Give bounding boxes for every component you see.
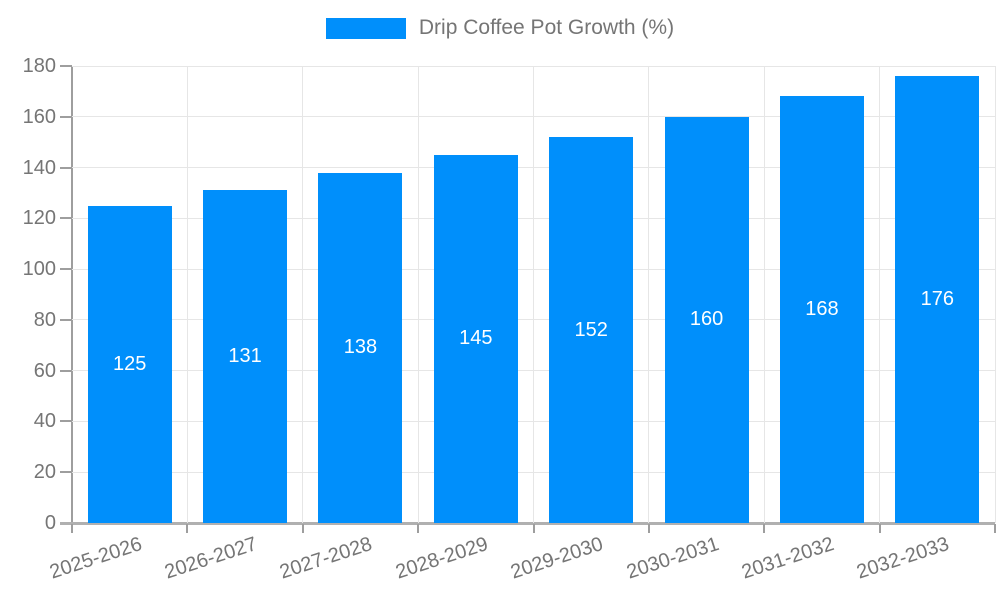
legend-label: Drip Coffee Pot Growth (%) [418, 16, 675, 39]
y-axis-tick [60, 115, 72, 118]
x-axis-tick [71, 524, 73, 533]
x-axis-tick [417, 524, 420, 533]
legend: Drip Coffee Pot Growth (%) [0, 16, 1000, 40]
bar[interactable]: 125 [87, 205, 172, 523]
y-axis-tick-label: 80 [33, 308, 56, 331]
y-axis-tick-label: 120 [22, 207, 56, 230]
x-axis-tick [186, 524, 189, 533]
y-axis-tick [60, 318, 72, 321]
x-axis-tick [994, 524, 996, 533]
bar-value-label: 138 [343, 336, 378, 359]
y-axis-tick [60, 166, 72, 169]
y-axis-tick-label: 40 [33, 410, 56, 433]
x-axis-tick [532, 524, 535, 533]
y-axis-tick [60, 369, 72, 372]
bar-value-label: 176 [920, 288, 954, 311]
bar-value-label: 152 [574, 318, 608, 341]
gridline-vertical [417, 66, 419, 523]
x-axis-tick [647, 524, 650, 533]
bar-value-label: 131 [228, 345, 262, 368]
bar-value-label: 145 [459, 327, 493, 350]
y-axis-tick [60, 420, 72, 423]
y-axis-tick-label: 0 [44, 512, 56, 534]
bar[interactable]: 145 [433, 154, 518, 523]
y-axis-tick-label: 180 [22, 55, 56, 77]
bar-value-label: 125 [113, 352, 147, 375]
y-axis-line [71, 66, 73, 523]
bar-value-label: 160 [689, 308, 724, 331]
x-axis-tick [301, 524, 304, 533]
x-axis-tick [763, 524, 766, 533]
y-axis-tick [60, 268, 72, 271]
gridline-vertical [879, 66, 881, 523]
gridline-vertical [763, 66, 765, 523]
y-axis-tick [60, 471, 72, 474]
x-axis-tick [878, 524, 881, 533]
bar[interactable]: 152 [549, 137, 634, 523]
plot-area: 125 131 138 145 152 160 168 176 [60, 65, 996, 525]
y-axis-tick-label: 60 [33, 359, 56, 382]
gridline-vertical [302, 66, 304, 523]
legend-item[interactable]: Drip Coffee Pot Growth (%) [325, 16, 675, 40]
bar[interactable]: 138 [318, 172, 403, 523]
gridline-vertical [994, 66, 996, 523]
bar[interactable]: 131 [203, 190, 288, 523]
y-axis-tick-label: 20 [33, 461, 56, 484]
y-axis-tick-label: 140 [22, 156, 56, 179]
legend-swatch [325, 17, 406, 39]
bar[interactable]: 168 [779, 96, 864, 523]
y-axis-tick-label: 100 [22, 258, 56, 281]
gridline-vertical [648, 66, 650, 523]
gridline-vertical [533, 66, 534, 523]
y-axis-tick-label: 160 [22, 105, 56, 128]
y-axis-tick [60, 65, 72, 67]
y-axis-tick [60, 217, 72, 220]
bar-value-label: 168 [805, 298, 839, 321]
gridline-vertical [186, 66, 188, 523]
x-axis-line [60, 522, 995, 525]
bar[interactable]: 160 [664, 116, 749, 523]
bar[interactable]: 176 [895, 76, 980, 523]
